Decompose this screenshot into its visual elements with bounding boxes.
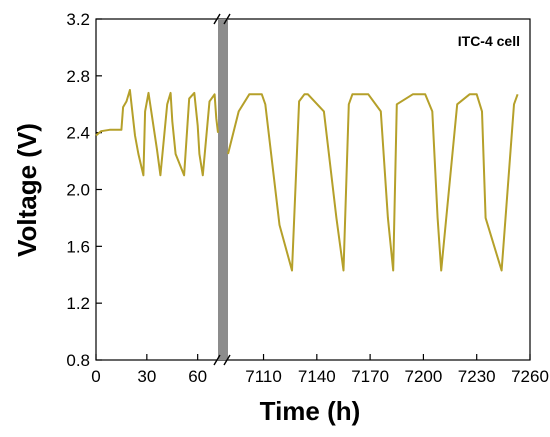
axis-break-marks [213, 13, 231, 366]
y-tick-label: 3.2 [66, 10, 90, 29]
y-tick-label: 0.8 [66, 351, 90, 370]
y-tick-label: 1.6 [66, 237, 90, 256]
plot-frame [95, 18, 531, 361]
y-tick-label: 2.8 [66, 67, 90, 86]
y-axis-ticks: 0.8 1.2 1.6 2.0 2.4 2.8 3.2 [66, 10, 102, 370]
voltage-line-segment-2 [227, 93, 519, 272]
x-tick-label: 7140 [298, 367, 336, 386]
y-tick-label: 2.4 [66, 124, 90, 143]
x-tick-label: 7110 [245, 367, 282, 386]
y-axis-label: Voltage (V) [12, 123, 42, 257]
x-tick-label: 60 [188, 367, 207, 386]
x-tick-label: 7200 [404, 367, 442, 386]
y-tick-label: 2.0 [66, 181, 90, 200]
voltage-line-segment-1 [95, 89, 219, 177]
x-tick-label: 30 [137, 367, 156, 386]
axis-break-band [218, 19, 228, 360]
x-tick-label: 0 [91, 367, 100, 386]
x-axis-label: Time (h) [260, 396, 361, 426]
y-tick-label: 1.2 [66, 294, 90, 313]
x-axis-ticks: 0 30 60 7110 7140 7170 7200 7230 7260 [91, 354, 549, 386]
cell-annotation: ITC-4 cell [458, 33, 520, 49]
x-tick-label: 7230 [458, 367, 496, 386]
voltage-series [95, 89, 519, 272]
x-tick-label: 7260 [511, 367, 549, 386]
x-tick-label: 7170 [351, 367, 389, 386]
